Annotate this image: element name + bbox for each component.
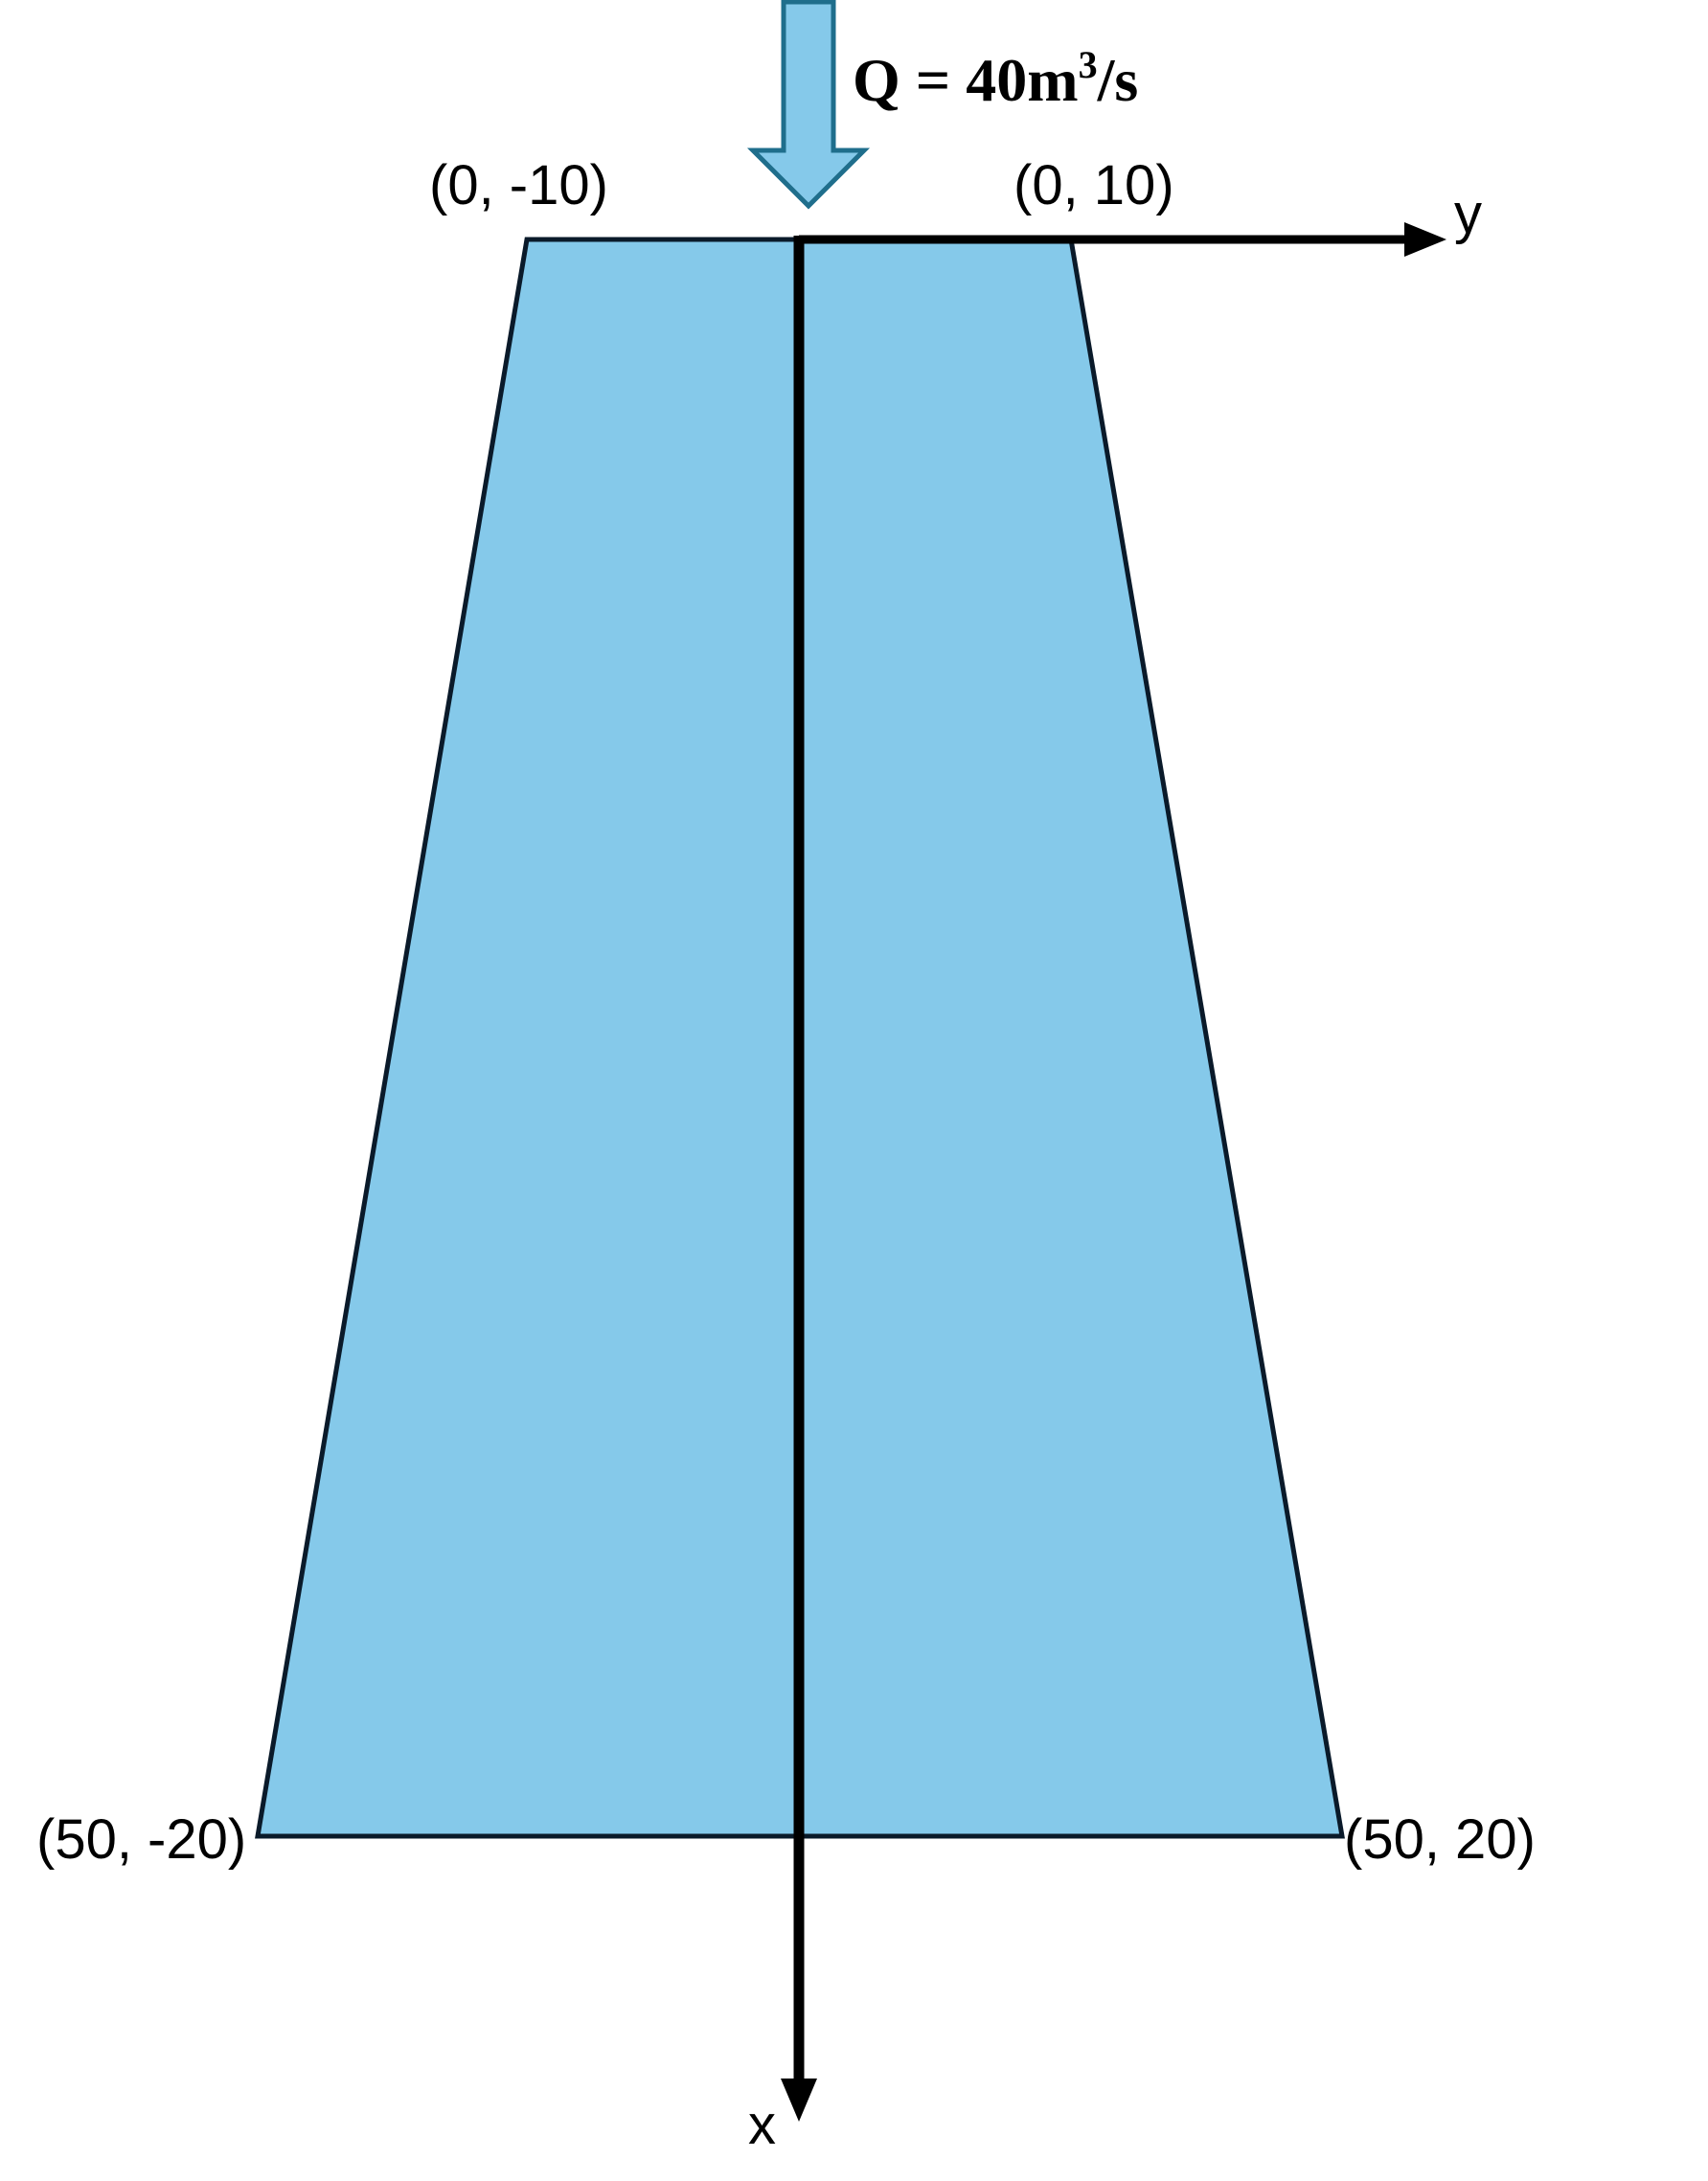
flow-rate-prefix: Q = 40m: [853, 46, 1079, 114]
flow-rate-suffix: /s: [1097, 46, 1139, 114]
y-axis-arrowhead-icon: [1404, 222, 1446, 257]
flow-rate-exponent: 3: [1079, 43, 1098, 86]
x-axis-arrowhead-icon: [781, 2079, 817, 2122]
vertex-label-bottom-right: (50, 20): [1344, 1808, 1536, 1871]
vertex-label-top-left: (0, -10): [429, 154, 608, 216]
vertex-label-bottom-left: (50, -20): [36, 1808, 246, 1871]
inflow-arrow-icon: [746, 0, 871, 210]
y-axis-label: y: [1454, 183, 1482, 245]
flow-rate-label: Q = 40m3/s: [853, 43, 1138, 114]
vertex-label-top-right: (0, 10): [1013, 154, 1174, 216]
x-axis-label: x: [748, 2094, 776, 2156]
